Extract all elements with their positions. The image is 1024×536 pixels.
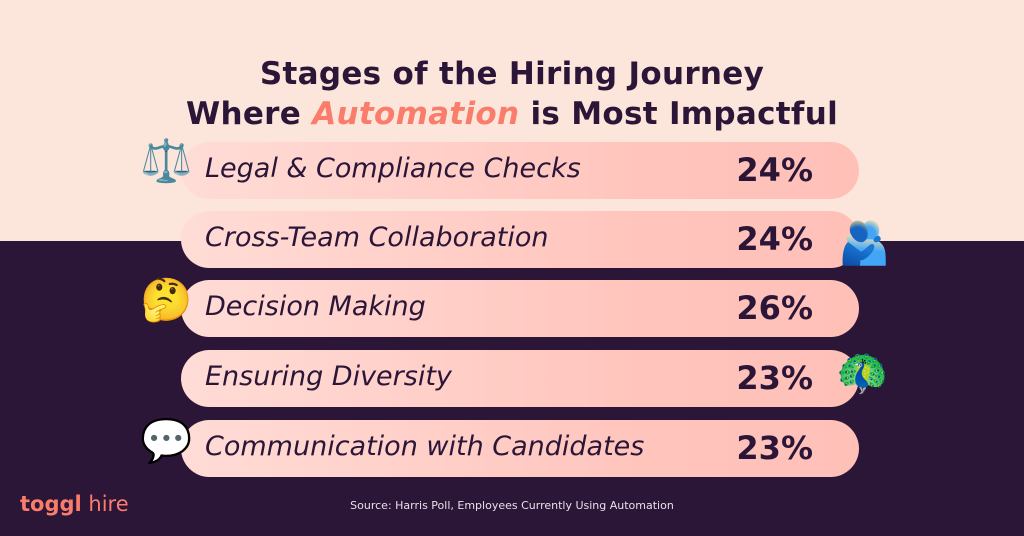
bar-label: Communication with Candidates [205,431,645,462]
bar-value: 26% [736,289,813,327]
bar-value: 23% [736,359,813,397]
title-accent: Automation [312,96,520,132]
people-hugging-icon: 🫂 [838,218,891,267]
bar-value: 24% [736,151,813,189]
chart-title-line2: Where Automation is Most Impactful [0,96,1024,132]
speech-bubble-icon: 💬 [140,416,193,465]
balance-scale-icon: ⚖️ [140,136,193,185]
top-background [0,0,1024,241]
bar-value: 23% [736,429,813,467]
title-text: Where [185,96,313,132]
bar-row: Ensuring Diversity 23% [181,350,859,407]
bar-label: Legal & Compliance Checks [205,153,581,184]
bar-row: Cross-Team Collaboration 24% [181,211,859,268]
source-note: Source: Harris Poll, Employees Currently… [350,499,674,512]
bar-label: Decision Making [205,291,426,322]
title-text: is Most Impactful [519,96,838,132]
bar-row: Communication with Candidates 23% [181,420,859,477]
bar-row: Legal & Compliance Checks 24% [181,142,859,199]
toggl-hire-logo: toggl hire [20,492,129,516]
thinking-face-icon: 🤔 [140,275,193,324]
bar-label: Ensuring Diversity [205,361,452,392]
bar-value: 24% [736,220,813,258]
peacock-icon: 🦚 [836,348,889,397]
bar-label: Cross-Team Collaboration [205,222,549,253]
bar-row: Decision Making 26% [181,280,859,337]
chart-title-line1: Stages of the Hiring Journey [259,56,765,92]
